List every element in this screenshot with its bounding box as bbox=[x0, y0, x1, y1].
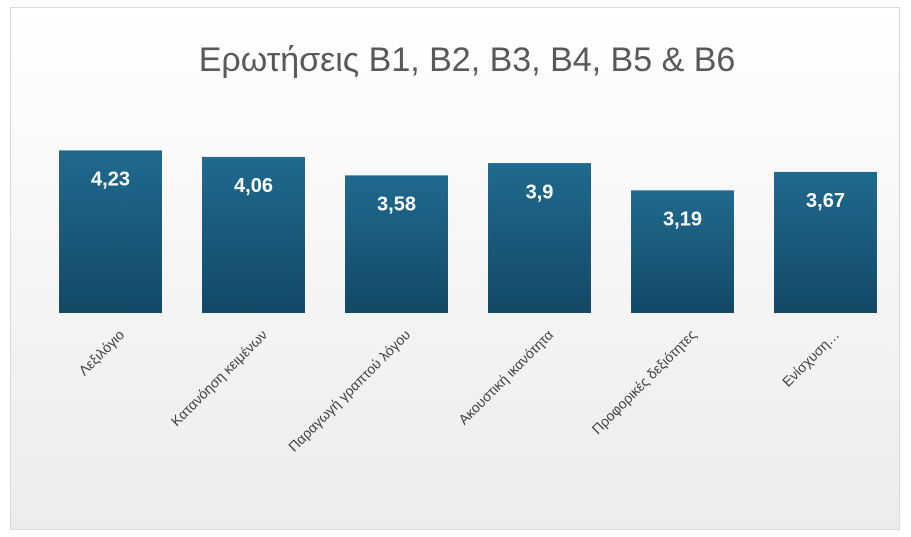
bar bbox=[631, 190, 734, 313]
bar bbox=[202, 156, 305, 313]
value-label: 4,23 bbox=[91, 169, 130, 191]
value-label: 3,58 bbox=[377, 194, 416, 216]
bar bbox=[59, 150, 162, 313]
value-label: 3,67 bbox=[806, 190, 845, 212]
bar bbox=[488, 163, 591, 313]
bar bbox=[774, 171, 877, 313]
value-label: 3,19 bbox=[663, 209, 702, 231]
value-label: 4,06 bbox=[234, 175, 273, 197]
bar bbox=[345, 175, 448, 313]
value-label: 3,9 bbox=[526, 181, 554, 203]
chart-title: Ερωτήσεις Β1, Β2, Β3, Β4, Β5 & Β6 bbox=[199, 41, 736, 79]
